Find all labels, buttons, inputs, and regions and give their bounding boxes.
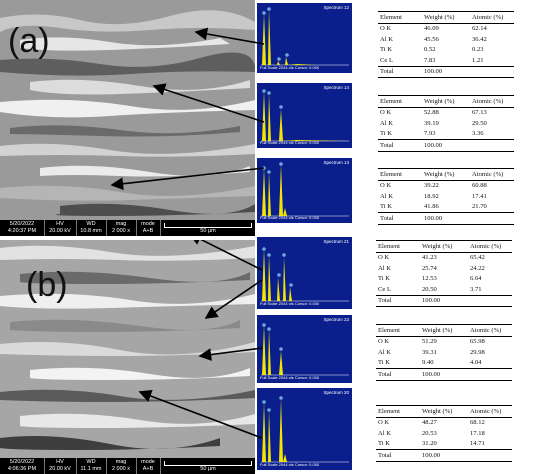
spectrum-footer: Full Scale 2044 cts Cursor: 0.000	[260, 462, 320, 467]
databar-wd: 10.8 mm	[80, 227, 102, 234]
table-row: Ce L 20.50 3.71	[378, 285, 482, 293]
eds-table-a1: Element Weight (%) Atomic (%) O K 46.09 62.1…	[378, 11, 514, 78]
databar-hv: 20.00 kV	[49, 465, 71, 472]
databar-mag: 2 000 x	[111, 227, 131, 234]
scale-bar-label: 50 µm	[200, 466, 216, 472]
table-row: Ti K 41.86 21.70	[380, 203, 487, 211]
table-row: O K 46.09 62.14	[380, 25, 487, 33]
databar-date: 5/20/2022	[9, 221, 35, 227]
spectrum-title: Spectrum 20	[323, 390, 349, 395]
eds-spectrum-a3: Spectrum 13 Full Scale 2044 cts Cursor: …	[257, 158, 352, 223]
spectrum-plot	[261, 89, 349, 142]
table-row: Al K 39.19 29.50	[380, 119, 487, 127]
table-row: Ti K 7.93 3.36	[380, 130, 484, 138]
panel-a: (a) 5/20/2022 4:20:37 PM HV 20.00 kV WD 10.…	[0, 0, 550, 236]
table-row: Al K 18.92 17.41	[380, 192, 487, 200]
eds-table-a3: Element Weight (%) Atomic (%) O K 39.22 60.8…	[378, 168, 514, 225]
spectrum-plot	[261, 396, 349, 463]
scale-bar-b: 50 µm	[164, 459, 252, 473]
col-weight: Weight (%)	[422, 11, 470, 24]
panel-b: (b) 5/20/2022 4:06:36 PM HV 20.00 kV WD 11.…	[0, 237, 550, 474]
scale-bar-label: 50 µm	[200, 228, 216, 234]
sem-image-b: (b)	[0, 240, 255, 458]
databar-mode-label: mode	[141, 459, 155, 465]
eds-spectrum-b3: Spectrum 20 Full Scale 2044 cts Cursor: …	[257, 388, 352, 470]
table-row: O K 39.22 60.88	[380, 182, 487, 190]
table-total-row: Total 100.00	[378, 65, 514, 78]
eds-spectrum-b1: Spectrum 21 Full Scale 2044 cts Cursor: …	[257, 237, 352, 309]
eds-spectrum-a1: Spectrum 12 Full Scale 2044 cts Cursor: …	[257, 3, 352, 73]
scale-bar-a: 50 µm	[164, 221, 252, 235]
databar-time: 4:20:37 PM	[7, 227, 37, 234]
spectrum-title: Spectrum 14	[323, 85, 349, 90]
table-row: Al K 25.74 24.22	[378, 264, 485, 272]
databar-mode: A+B	[142, 227, 154, 234]
table-row: Al K 20.53 17.18	[378, 429, 485, 437]
table-row: Ti K 9.40 4.04	[378, 359, 482, 367]
databar-mode: A+B	[142, 465, 154, 472]
databar-wd: 11.1 mm	[80, 465, 102, 472]
table-row: Ti K 0.52 0.23	[380, 46, 484, 54]
spectrum-plot	[261, 7, 349, 66]
eds-table-b3: Element Weight (%) Atomic (%) O K 48.27 68.1…	[376, 405, 512, 462]
table-row: O K 52.88 67.13	[380, 109, 487, 117]
databar-hv-label: HV	[56, 221, 64, 227]
spectrum-plot	[261, 162, 349, 217]
sem-image-a: (a)	[0, 0, 255, 220]
table-row: Al K 45.56 36.42	[380, 35, 487, 43]
spectrum-footer: Full Scale 2044 cts Cursor: 0.000	[260, 375, 320, 380]
panel-label-a: (a)	[8, 22, 50, 60]
eds-table-a2: Element Weight (%) Atomic (%) O K 52.88 67.1…	[378, 95, 514, 152]
table-row: Ti K 31.20 14.71	[378, 440, 485, 448]
databar-mag-label: mag	[115, 459, 127, 465]
eds-table-b1: Element Weight (%) Atomic (%) O K 41.23 65.4…	[376, 240, 512, 307]
col-element: Element	[378, 11, 422, 24]
databar-date: 5/20/2022	[9, 459, 35, 465]
spectrum-footer: Full Scale 2044 cts Cursor: 0.000	[260, 65, 320, 70]
table-total-row: Total 100.00	[376, 449, 512, 462]
spectrum-title: Spectrum 13	[323, 160, 349, 165]
eds-spectrum-a2: Spectrum 14 Full Scale 2044 cts Cursor: …	[257, 83, 352, 148]
spectrum-footer: Full Scale 2044 cts Cursor: 0.000	[260, 301, 320, 306]
table-row: Al K 39.31 29.98	[378, 348, 485, 356]
table-row: O K 51.29 65.98	[378, 338, 485, 346]
sem-databar-a: 5/20/2022 4:20:37 PM HV 20.00 kV WD 10.8 mm…	[0, 220, 255, 236]
databar-mag: 2 000 x	[111, 465, 131, 472]
databar-wd-label: WD	[86, 459, 96, 465]
databar-time: 4:06:36 PM	[7, 465, 37, 472]
eds-spectrum-b2: Spectrum 23 Full Scale 2044 cts Cursor: …	[257, 315, 352, 383]
table-row: O K 41.23 65.42	[378, 254, 485, 262]
table-total-row: Total 100.00	[376, 294, 512, 307]
table-row: Ce L 7.83 1.21	[380, 56, 484, 64]
table-row: O K 48.27 68.12	[378, 419, 485, 427]
spectrum-footer: Full Scale 2044 cts Cursor: 0.000	[260, 215, 320, 220]
sem-databar-b: 5/20/2022 4:06:36 PM HV 20.00 kV WD 11.1 mm…	[0, 458, 255, 474]
spectrum-title: Spectrum 21	[323, 239, 349, 244]
spectrum-plot	[261, 247, 349, 302]
spectrum-title: Spectrum 12	[323, 5, 349, 10]
table-total-row: Total 100.00	[378, 139, 514, 152]
spectrum-footer: Full Scale 2044 cts Cursor: 0.000	[260, 140, 320, 145]
spectrum-plot	[261, 323, 349, 376]
spectrum-title: Spectrum 23	[323, 317, 349, 322]
eds-table-b2: Element Weight (%) Atomic (%) O K 51.29 65.9…	[376, 324, 512, 381]
table-total-row: Total 100.00	[378, 212, 514, 225]
panel-label-b: (b)	[26, 266, 68, 304]
databar-hv: 20.00 kV	[49, 227, 71, 234]
databar-mode-label: mode	[141, 221, 155, 227]
databar-wd-label: WD	[86, 221, 96, 227]
table-row: Ti K 12.53 6.64	[378, 275, 482, 283]
col-atomic: Atomic (%)	[470, 11, 514, 24]
table-total-row: Total 100.00	[376, 368, 512, 381]
databar-mag-label: mag	[115, 221, 127, 227]
databar-hv-label: HV	[56, 459, 64, 465]
